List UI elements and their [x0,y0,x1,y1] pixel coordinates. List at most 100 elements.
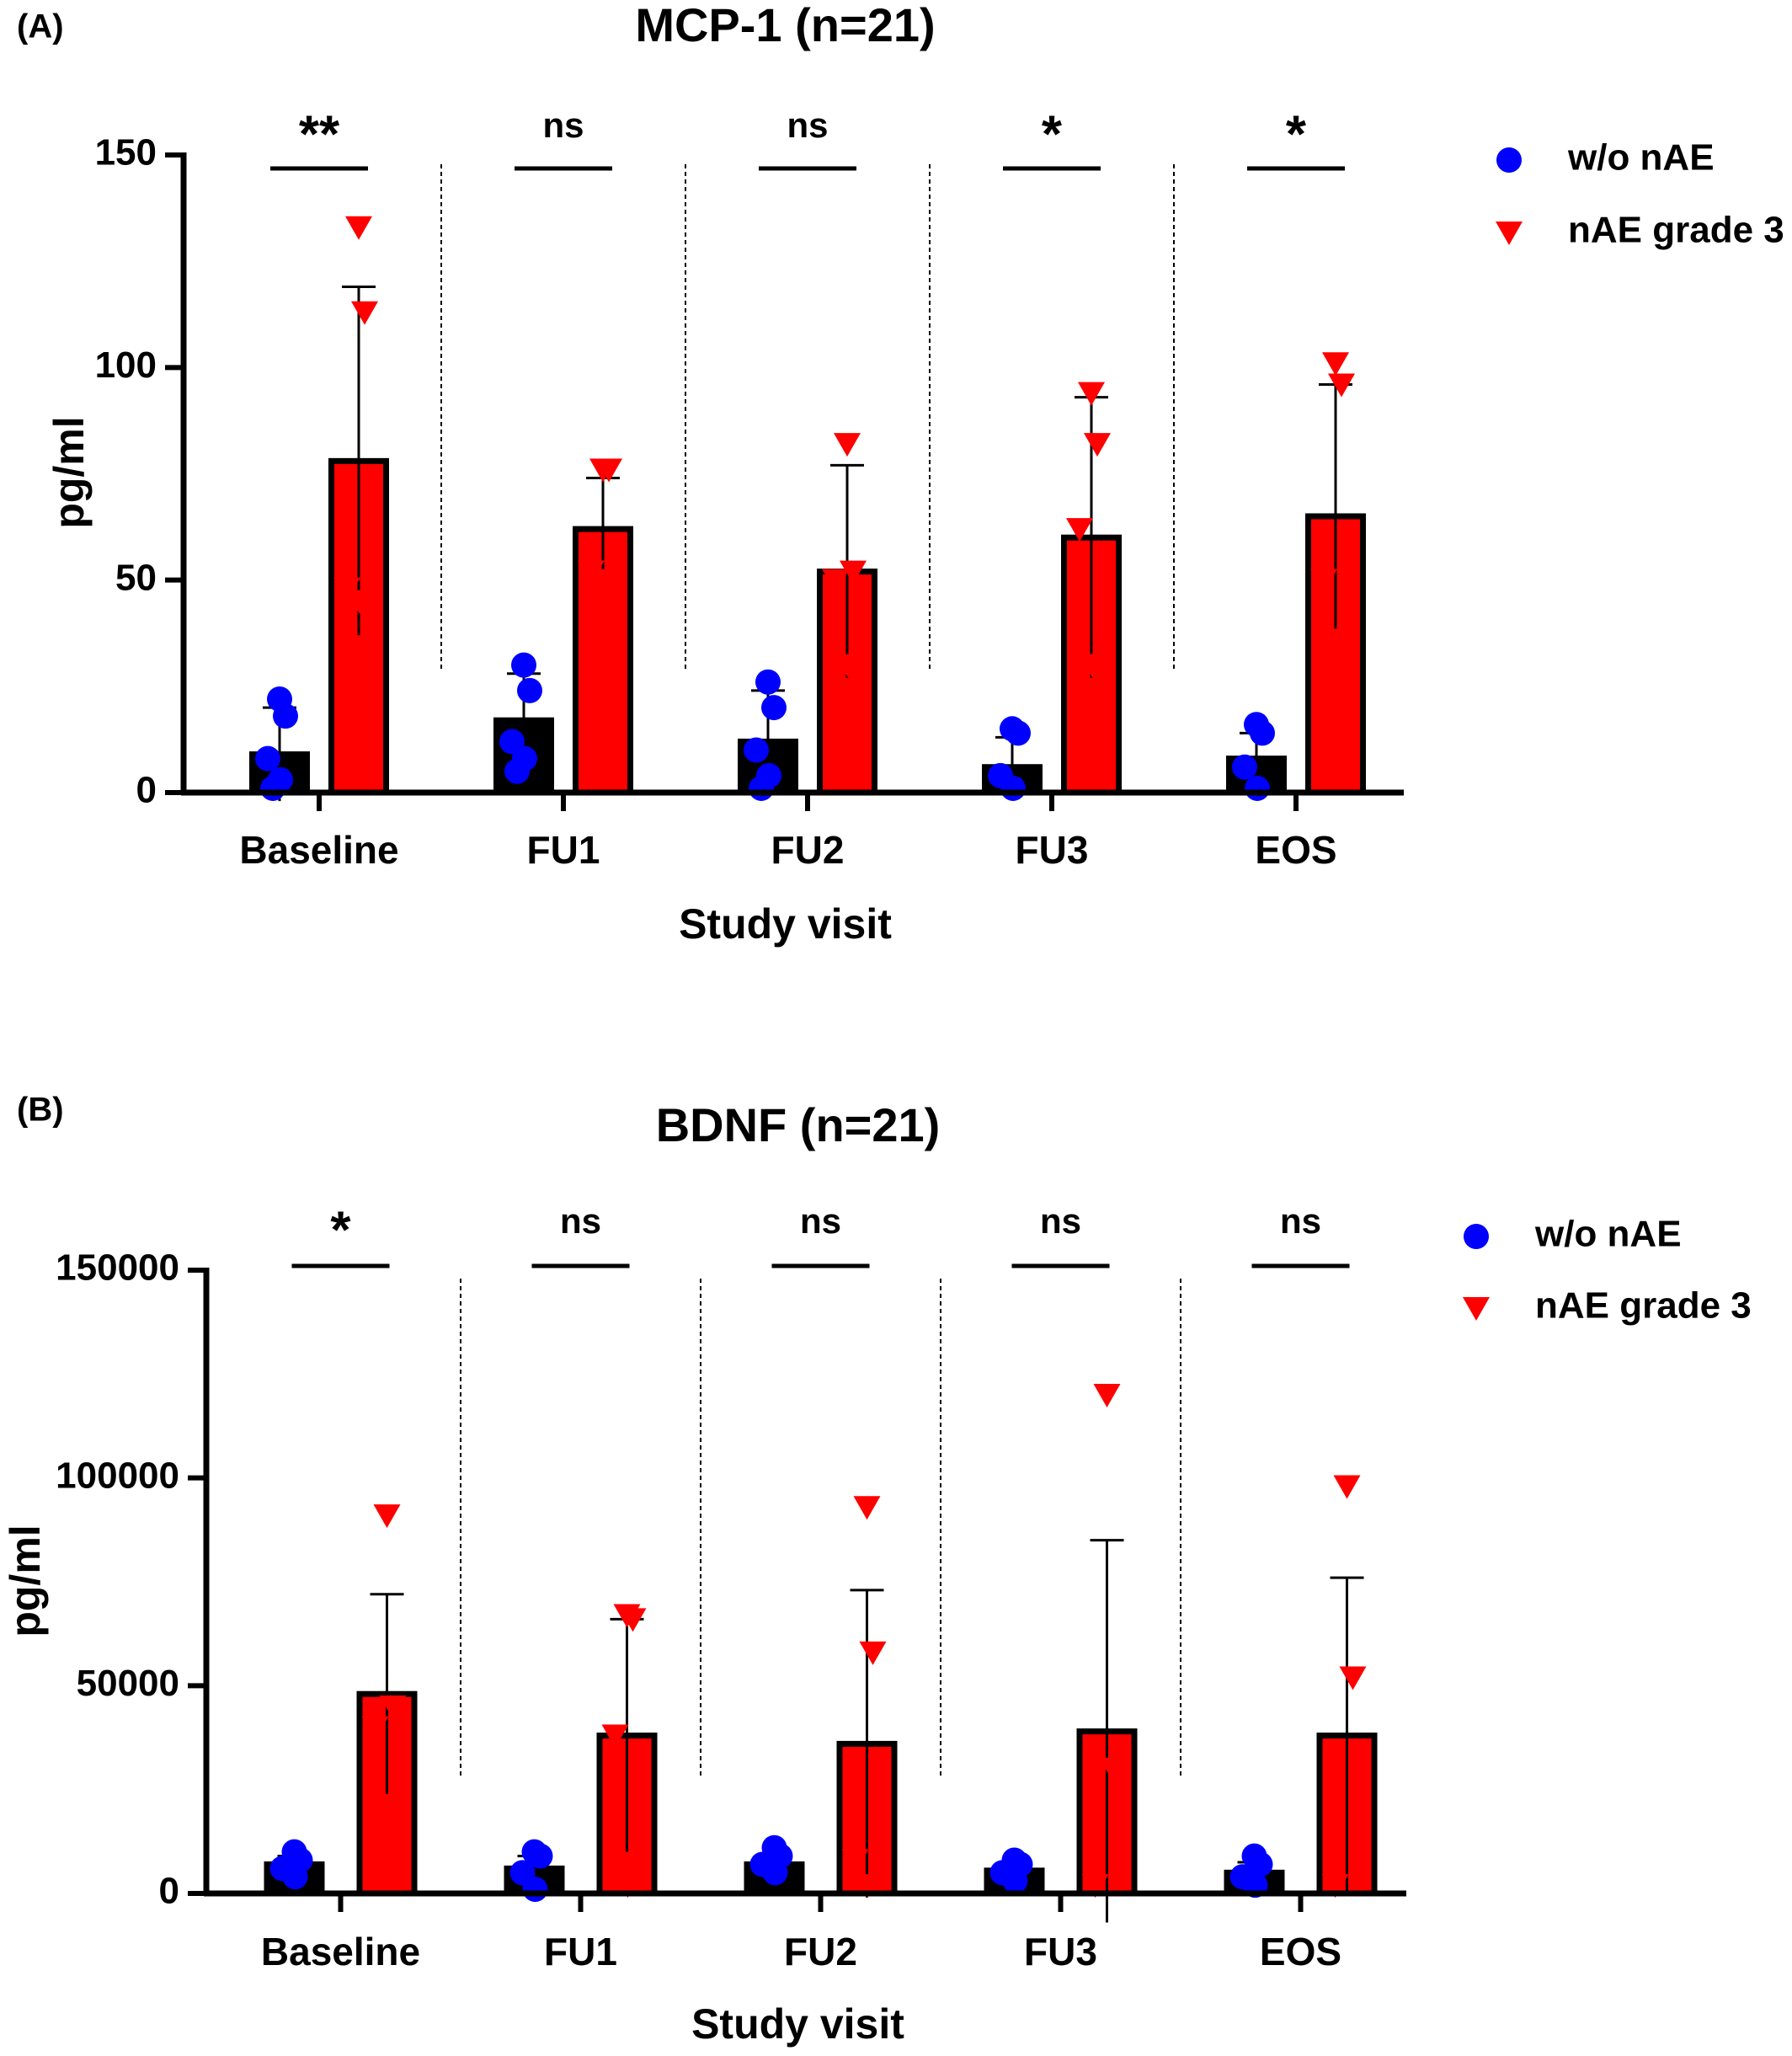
data-point [260,775,285,801]
chart-title: BDNF (n=21) [656,1098,941,1151]
data-point [1078,382,1105,406]
significance-label: * [330,1201,351,1259]
legend-label: nAE grade 3 [1535,1285,1752,1327]
data-point [762,1860,788,1886]
significance-label: ** [299,105,340,163]
data-point [1000,775,1026,801]
significance-label: ns [560,1201,601,1241]
data-point [282,1864,308,1890]
data-point [1081,1874,1109,1898]
data-point [361,1716,389,1740]
x-axis-title: Study visit [679,900,892,948]
significance-label: ns [542,105,584,145]
data-point [1310,569,1337,593]
data-point [840,560,867,585]
data-point [1323,628,1350,653]
data-point [578,560,605,585]
data-point [601,1724,629,1749]
data-point [1066,518,1093,542]
data-point [1079,654,1106,678]
y-tick-label: 100 [95,344,157,386]
y-tick-label: 150 [95,132,157,174]
data-point [522,1877,548,1903]
y-tick-label: 150000 [56,1247,179,1289]
data-point [346,590,373,614]
significance-label: * [1286,105,1307,163]
legend-label: nAE grade 3 [1568,210,1784,251]
data-point [859,1641,887,1665]
x-tick-label: FU1 [544,1930,617,1973]
data-point [517,677,542,703]
chart-title: MCP-1 (n=21) [635,0,935,51]
data-point [853,1496,881,1520]
x-tick-label: FU2 [771,828,845,872]
data-point [1002,1868,1028,1894]
data-point [834,433,861,457]
data-point [1084,433,1111,457]
data-point [351,301,378,325]
x-tick-label: FU1 [527,828,600,872]
data-point [590,569,617,593]
significance-label: ns [1280,1201,1321,1241]
data-point [1333,1475,1361,1499]
data-point [1093,1384,1121,1407]
data-point [379,1696,407,1719]
data-point [822,569,849,593]
legend-marker [1463,1297,1490,1321]
panel-label: (B) [17,1092,64,1129]
data-point [1099,1758,1127,1781]
data-point [755,669,781,695]
data-point [744,737,769,763]
legend-marker [1496,147,1522,173]
x-tick-label: FU3 [1024,1930,1097,1973]
legend-label: w/o nAE [1567,137,1715,179]
y-axis-title: pg/ml [2,1525,49,1637]
x-tick-label: Baseline [239,828,398,872]
y-axis-title: pg/ml [45,416,93,528]
significance-label: ns [800,1201,841,1241]
data-point [841,1849,869,1873]
data-point [1328,373,1355,398]
x-tick-label: FU3 [1016,828,1089,872]
x-tick-label: EOS [1260,1930,1341,1973]
panel-label: (A) [17,8,64,45]
data-point [749,775,774,801]
x-tick-label: FU2 [784,1930,857,1973]
data-point [1322,352,1349,376]
y-tick-label: 100000 [56,1455,179,1496]
data-point [1321,1874,1349,1898]
legend-label: w/o nAE [1534,1214,1682,1255]
significance-label: * [1042,105,1063,163]
x-tick-label: EOS [1255,828,1336,872]
legend-marker [1496,222,1523,245]
data-point [1232,754,1257,780]
data-point [1339,1666,1367,1690]
data-point [595,458,622,483]
y-tick-label: 50000 [77,1663,179,1704]
x-tick-label: Baseline [261,1930,420,1973]
x-axis-title: Study visit [691,2000,904,2048]
significance-label: ns [787,105,828,145]
data-point [619,1608,647,1632]
data-point [345,216,372,240]
data-point [527,1843,553,1869]
significance-label: ns [1040,1201,1081,1241]
data-point [1005,720,1031,746]
legend-marker [1464,1224,1489,1249]
data-point [1245,775,1270,801]
data-point [854,1874,882,1898]
data-point [761,695,787,721]
data-point [1247,1851,1273,1877]
data-point [273,703,298,729]
data-point [1250,720,1275,746]
y-tick-label: 0 [159,1871,179,1912]
data-point [614,1874,642,1898]
data-point [835,654,861,678]
data-point [333,577,360,601]
y-tick-label: 50 [115,557,157,598]
y-tick-label: 0 [136,770,157,811]
data-point [511,652,536,678]
data-point [373,1504,401,1529]
data-point [255,745,280,772]
